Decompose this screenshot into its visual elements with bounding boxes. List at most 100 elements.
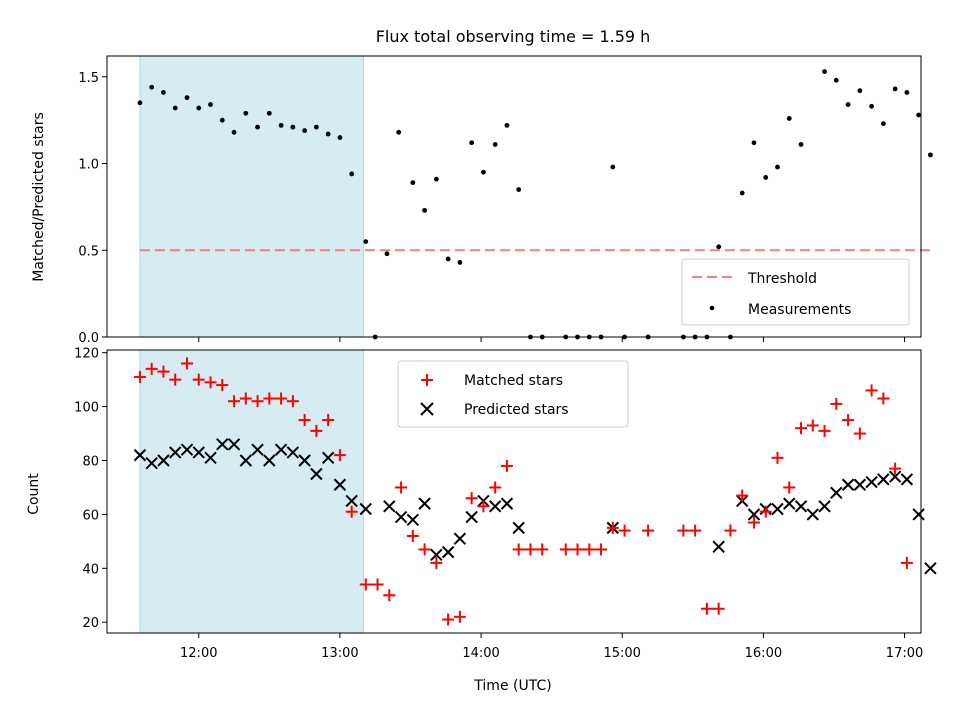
predicted-star-marker bbox=[251, 443, 264, 456]
measurement-point bbox=[833, 77, 839, 83]
x-tick-label: 14:00 bbox=[462, 646, 499, 661]
measurement-point bbox=[184, 95, 190, 101]
predicted-star-marker bbox=[418, 497, 431, 510]
measurement-point bbox=[928, 152, 933, 158]
count-y-axis-label: Count bbox=[26, 473, 42, 515]
measurement-point bbox=[363, 239, 369, 244]
matched-star-marker bbox=[489, 481, 502, 494]
predicted-star-marker bbox=[888, 470, 902, 483]
matched-star-marker bbox=[618, 524, 631, 537]
measurement-point bbox=[469, 140, 475, 146]
matched-star-marker bbox=[900, 556, 913, 569]
predicted-star-marker bbox=[830, 486, 843, 500]
matched-star-marker bbox=[359, 578, 372, 591]
y-tick-label: 120 bbox=[74, 347, 99, 362]
predicted-legend-swatch bbox=[420, 402, 434, 416]
matched-star-marker bbox=[595, 543, 608, 556]
matched-star-marker bbox=[783, 481, 796, 494]
matched-star-marker bbox=[477, 500, 490, 513]
matched-star-marker bbox=[204, 376, 217, 389]
measurement-point bbox=[869, 103, 874, 109]
ratio-panel: 0.0 0.5 1.0 1.5 Flux total observing time =… bbox=[31, 27, 933, 346]
count-x-ticks: 12:00 13:00 14:00 15:00 16:00 17:00 bbox=[180, 633, 923, 661]
ratio-y-axis-label: Matched/Predicted stars bbox=[31, 112, 47, 282]
measurement-point bbox=[445, 256, 451, 262]
y-tick-label: 20 bbox=[82, 616, 99, 631]
y-tick-label: 0.0 bbox=[78, 331, 99, 346]
matched-star-marker bbox=[677, 524, 690, 537]
measurement-point bbox=[231, 129, 237, 135]
measurement-point bbox=[775, 164, 780, 170]
measurement-point bbox=[610, 164, 616, 170]
predicted-star-marker bbox=[900, 473, 914, 486]
measurement-point bbox=[904, 90, 910, 95]
measurement-point bbox=[786, 116, 792, 121]
matched-star-marker bbox=[842, 414, 855, 427]
measurement-point bbox=[149, 84, 155, 90]
measurement-point bbox=[457, 260, 463, 265]
measurement-point bbox=[481, 169, 486, 175]
matched-star-marker bbox=[333, 449, 346, 462]
matched-star-marker bbox=[524, 543, 537, 556]
matched-star-marker bbox=[795, 422, 808, 435]
matched-star-marker bbox=[286, 395, 299, 408]
y-tick-label: 100 bbox=[74, 401, 99, 416]
matched-star-marker bbox=[180, 357, 193, 370]
measurement-point bbox=[433, 176, 439, 182]
measurement-point bbox=[243, 110, 249, 116]
x-tick-label: 13:00 bbox=[321, 646, 358, 661]
predicted-star-marker bbox=[841, 478, 855, 491]
matched-star-marker bbox=[192, 373, 205, 386]
measurement-point bbox=[422, 207, 428, 213]
predicted-star-marker bbox=[771, 502, 784, 516]
predicted-star-marker bbox=[383, 500, 396, 513]
matched-star-marker bbox=[583, 543, 596, 556]
matched-star-marker bbox=[606, 521, 619, 534]
measurement-point bbox=[880, 121, 886, 127]
predicted-star-marker bbox=[216, 438, 229, 451]
measurement-point bbox=[822, 69, 827, 75]
ratio-legend-box bbox=[681, 258, 910, 326]
matched-star-marker bbox=[830, 397, 843, 410]
measurement-point bbox=[751, 140, 757, 146]
predicted-star-marker bbox=[712, 540, 725, 553]
predicted-star-marker bbox=[465, 510, 478, 524]
matched-star-marker bbox=[251, 395, 264, 408]
measurement-point bbox=[278, 122, 284, 128]
measurement-point bbox=[763, 175, 769, 180]
predicted-star-marker bbox=[394, 510, 408, 524]
measurement-point bbox=[313, 124, 319, 130]
measurement-point bbox=[208, 102, 213, 107]
measurement-point bbox=[137, 100, 143, 106]
matched-star-marker bbox=[239, 392, 252, 405]
measurement-point bbox=[266, 110, 272, 116]
predicted-star-marker bbox=[853, 478, 867, 491]
matched-star-marker bbox=[853, 427, 866, 440]
predicted-star-marker bbox=[227, 438, 241, 451]
matched-star-marker bbox=[747, 516, 760, 529]
predicted-star-marker bbox=[192, 446, 205, 459]
predicted-star-marker bbox=[512, 521, 525, 535]
predicted-star-marker bbox=[818, 500, 831, 513]
predicted-star-marker bbox=[924, 562, 937, 575]
matched-star-marker bbox=[216, 379, 229, 392]
matched-star-marker bbox=[418, 543, 431, 556]
measurement-point bbox=[492, 142, 498, 147]
y-tick-label: 1.5 bbox=[78, 71, 99, 86]
ratio-title: Flux total observing time = 1.59 h bbox=[376, 27, 651, 46]
matched-star-marker bbox=[228, 395, 241, 408]
count-axes-frame bbox=[106, 349, 922, 634]
predicted-star-marker bbox=[783, 497, 796, 510]
x-tick-label: 12:00 bbox=[180, 646, 217, 661]
matched-star-marker bbox=[536, 543, 549, 556]
matched-star-marker bbox=[145, 362, 158, 375]
predicted-star-marker bbox=[488, 500, 502, 513]
matched-star-marker bbox=[371, 578, 384, 591]
measurement-point bbox=[349, 171, 355, 177]
measurement-point bbox=[384, 251, 390, 257]
predicted-star-marker bbox=[345, 494, 358, 508]
predicted-star-marker bbox=[286, 446, 300, 459]
measurement-point bbox=[857, 88, 863, 94]
measurement-point bbox=[716, 244, 722, 250]
measurement-point bbox=[337, 135, 343, 140]
